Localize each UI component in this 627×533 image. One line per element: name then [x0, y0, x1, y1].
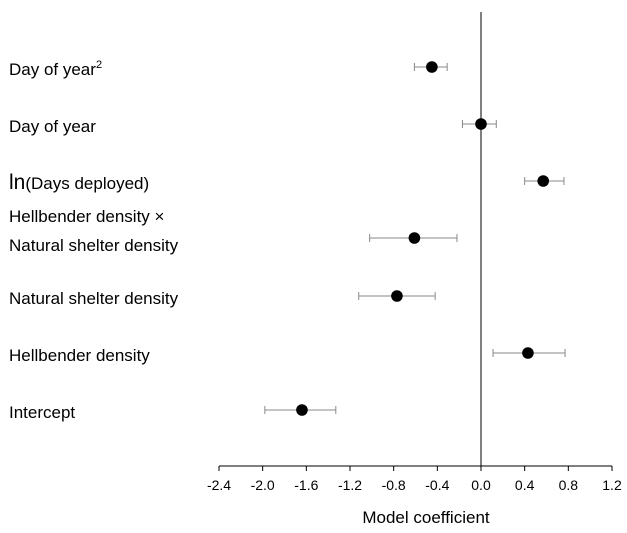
x-tick-label: -0.4 [425, 477, 449, 493]
x-tick-label: -2.0 [251, 477, 275, 493]
estimate-point [475, 118, 487, 130]
x-tick-label: -0.8 [382, 477, 406, 493]
x-tick-label: 0.0 [471, 477, 491, 493]
x-tick-label: 0.8 [559, 477, 579, 493]
x-tick-label: -1.2 [338, 477, 362, 493]
coefficient-row [369, 232, 458, 244]
coefficient-row [413, 61, 448, 73]
row-label: Intercept [9, 403, 75, 422]
estimate-point [296, 404, 308, 416]
estimate-point [522, 347, 534, 359]
x-axis: -2.4 -2.0 -1.6 -1.2 -0.8 -0.4 0.0 0.4 0.8 1.2 Mod… [207, 465, 622, 527]
x-tick-label: -1.6 [294, 477, 318, 493]
coefficient-points [264, 61, 566, 416]
x-axis-ticks: -2.4 -2.0 -1.6 -1.2 -0.8 -0.4 0.0 0.4 0.8 1.2 [207, 466, 622, 493]
coefficient-row [358, 290, 436, 302]
estimate-point [426, 61, 438, 73]
coefficient-row [264, 404, 337, 416]
estimate-point [408, 232, 421, 244]
row-label: Natural shelter density [9, 236, 179, 255]
row-label: ln(Days deployed) [9, 171, 149, 194]
coefficient-row [492, 347, 566, 359]
estimate-point [391, 290, 403, 302]
x-axis-title: Model coefficient [362, 508, 490, 527]
estimate-point [537, 175, 550, 187]
row-label: Day of year2 [9, 59, 102, 79]
row-labels: Day of year2 Day of year ln(Days deployed)… [9, 59, 179, 422]
x-tick-label: 1.2 [602, 477, 622, 493]
coefficient-row [524, 175, 565, 187]
row-label: Natural shelter density [9, 289, 179, 308]
row-label: Hellbender density × [9, 207, 164, 226]
row-label: Day of year [9, 117, 96, 136]
coefficient-row [461, 118, 497, 130]
x-tick-label: -2.4 [207, 477, 231, 493]
x-tick-label: 0.4 [515, 477, 535, 493]
row-label: Hellbender density [9, 346, 150, 365]
